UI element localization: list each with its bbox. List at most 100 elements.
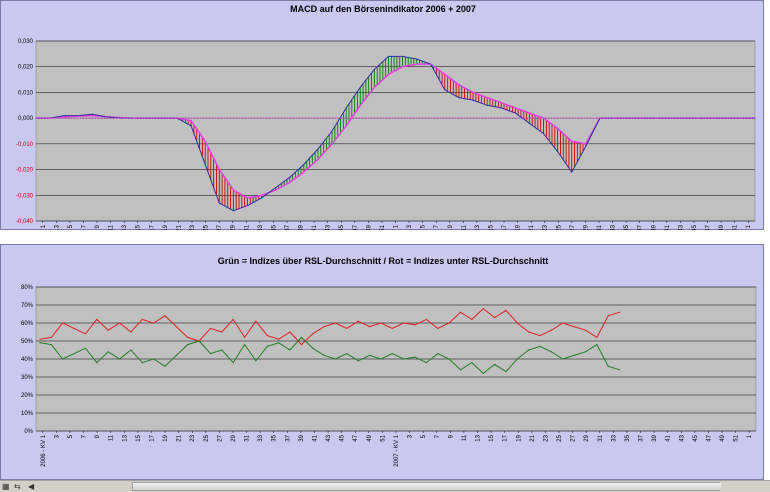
green-point [539,345,541,347]
x-tick-label: 11 [109,224,115,230]
green-point [289,349,291,351]
sheet-icon[interactable]: ▦ [2,482,10,491]
macd-point [472,99,474,101]
signal-point [331,143,333,145]
red-point [346,327,348,329]
green-point [300,336,302,338]
red-point [391,327,393,329]
x-tick-label: 45 [339,224,345,230]
x-tick-label: 51 [734,434,740,441]
x-tick-label: 5 [68,224,74,228]
x-tick-label: 9 [448,434,454,438]
scroll-left-icon[interactable]: ◀ [28,482,35,491]
navigate-icon[interactable]: ⇆ [14,482,21,491]
macd-point [303,163,305,166]
signal-point [317,158,319,160]
red-point [50,336,52,338]
red-point [73,327,75,329]
signal-point [542,117,545,119]
macd-point [514,112,516,114]
signal-point [359,104,361,106]
red-point [368,326,371,328]
signal-point [712,117,714,119]
red-point [380,322,382,324]
signal-point [260,194,263,196]
signal-point [246,197,249,199]
red-point [573,326,575,328]
x-tick-label: 43 [326,224,332,230]
signal-point [528,112,531,114]
macd-point [557,150,559,153]
macd-point [416,58,418,60]
green-point [312,347,314,349]
y-tick-label: 0,010 [18,90,34,96]
macd-point [486,104,488,106]
green-point [50,344,52,346]
red-point [39,338,41,340]
signal-point [472,91,474,94]
red-point [175,326,177,328]
red-point [62,322,64,324]
y-tick-label: 0% [24,429,33,435]
signal-point [162,117,164,119]
green-point [573,354,575,356]
red-point [528,331,530,333]
macd-point [387,55,390,58]
x-tick-label: 29 [231,434,237,441]
red-point [516,322,518,324]
x-tick-label: 37 [285,224,291,230]
x-tick-label: 39 [299,224,305,230]
red-point [584,329,587,331]
x-tick-label: 23 [543,434,549,441]
x-tick-label: 15 [136,434,142,441]
signal-point [683,117,686,119]
y-tick-label: 50% [21,339,34,345]
green-point [482,372,484,374]
red-point [619,311,621,313]
x-tick-label: 31 [597,224,603,230]
red-point [266,335,268,337]
signal-point [401,66,404,68]
green-point [266,345,268,347]
x-tick-label: 29 [583,224,589,230]
macd-point [91,113,93,115]
red-point [84,333,87,335]
y-tick-label: -0,030 [16,193,34,199]
macd-point [500,107,502,109]
red-point [118,322,121,324]
x-tick-label: 2007 - KV 1 [394,434,400,466]
x-tick-label: 3 [408,434,414,438]
signal-point [190,120,192,122]
red-point [334,322,337,324]
scrollbar-thumb[interactable] [133,483,721,490]
macd-point [585,145,587,148]
red-point [209,327,212,329]
red-point [459,311,462,313]
macd-point [246,204,249,207]
x-tick-label: 33 [611,434,617,441]
horizontal-scrollbar[interactable] [132,482,721,491]
macd-point [528,122,531,124]
signal-point [77,115,79,117]
x-tick-label: 11 [462,434,468,441]
red-point [312,333,314,335]
macd-line [36,55,755,212]
sheet-statusbar: ▦ ⇆ ◀ [0,480,770,492]
y-tick-label: 60% [21,321,34,327]
macd-chart-title: MACD auf den Börsenindikator 2006 + 2007 [290,4,476,14]
x-tick-label: 21 [529,224,535,230]
chart-separator [0,230,770,244]
x-tick-label: 15 [488,224,494,230]
green-point [607,365,609,367]
red-point [471,318,473,320]
green-point [459,369,462,371]
green-point [209,353,212,355]
signal-point [35,117,37,119]
green-point [505,371,507,373]
green-point [255,360,257,362]
signal-point [641,117,643,119]
green-point [221,349,223,351]
macd-point [190,125,192,127]
signal-point [571,140,573,142]
x-tick-label: 35 [271,224,277,230]
